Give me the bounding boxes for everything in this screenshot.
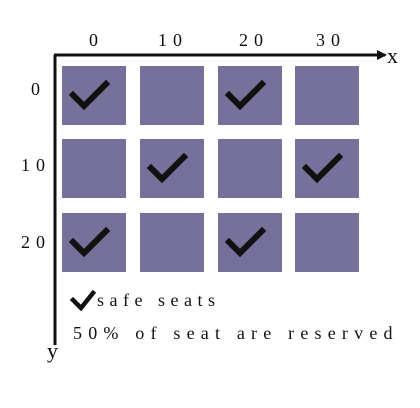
seat: [218, 66, 282, 125]
seat-box: [218, 139, 282, 198]
y-tick-label: 20: [21, 232, 51, 252]
seat: [140, 139, 204, 198]
check-icon: [224, 226, 267, 258]
x-axis-name: x: [387, 43, 398, 68]
seat-box: [295, 213, 359, 272]
check-icon: [69, 289, 97, 312]
x-tick-label: 0: [89, 30, 104, 50]
seat: [140, 66, 204, 125]
seat: [140, 213, 204, 272]
seat-box: [140, 213, 204, 272]
check-icon: [146, 152, 189, 184]
y-tick-label: 0: [31, 79, 46, 99]
y-tick-label: 10: [21, 155, 51, 175]
seat-grid: [62, 66, 359, 272]
x-tick-label: 30: [316, 30, 346, 50]
seat: [295, 213, 359, 272]
check-icon: [68, 226, 111, 258]
seat-box: [140, 66, 204, 125]
x-tick-label: 10: [158, 30, 188, 50]
check-icon: [68, 79, 111, 111]
y-axis-name: y: [47, 338, 58, 363]
seat: [295, 139, 359, 198]
reservation-note: 50% of seat are reserved: [73, 323, 399, 343]
seat: [218, 213, 282, 272]
seat: [218, 139, 282, 198]
seat: [62, 139, 126, 198]
seat-box: [295, 66, 359, 125]
x-tick-label: 20: [239, 30, 269, 50]
legend-label: safe seats: [97, 290, 220, 310]
seat-box: [62, 139, 126, 198]
legend: safe seats: [69, 289, 220, 312]
check-icon: [224, 79, 267, 111]
seat: [295, 66, 359, 125]
seat: [62, 213, 126, 272]
check-icon: [301, 152, 344, 184]
seat: [62, 66, 126, 125]
